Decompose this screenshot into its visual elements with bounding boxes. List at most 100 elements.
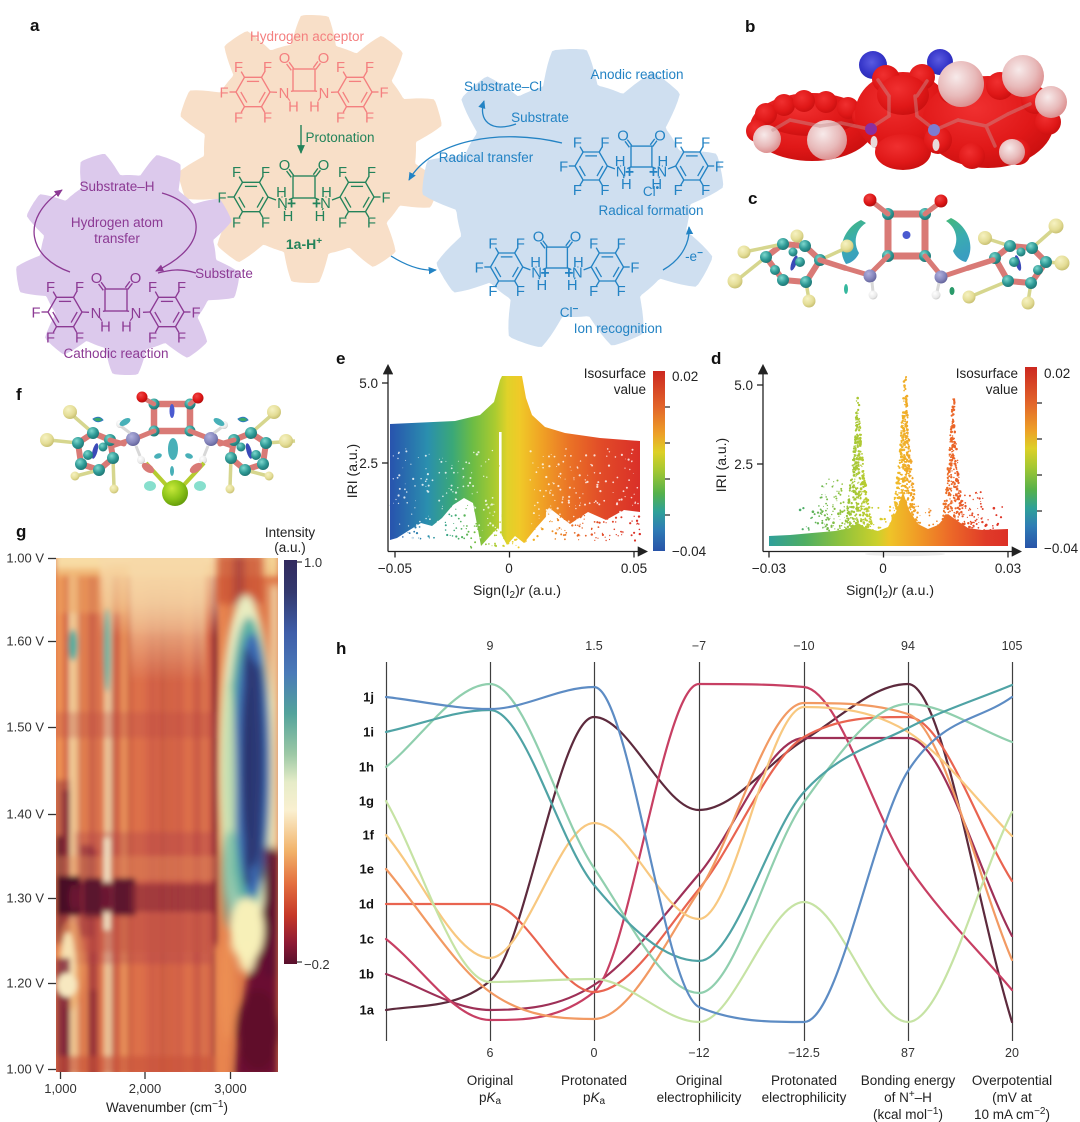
svg-text:N: N (279, 86, 290, 102)
svg-text:O: O (318, 51, 330, 67)
svg-text:F: F (589, 237, 598, 253)
svg-text:1a-H+: 1a-H+ (286, 236, 322, 253)
svg-text:H: H (567, 278, 578, 294)
svg-text:−0.04: −0.04 (672, 544, 707, 559)
svg-text:F: F (516, 284, 525, 300)
svg-text:9: 9 (487, 639, 494, 653)
svg-text:1b: 1b (359, 967, 374, 982)
svg-text:1.30 V: 1.30 V (6, 891, 44, 906)
svg-text:Overpotential: Overpotential (972, 1073, 1052, 1088)
svg-text:O: O (279, 51, 291, 67)
svg-text:N: N (531, 266, 542, 282)
svg-text:transfer: transfer (94, 231, 140, 246)
svg-text:F: F (674, 183, 683, 199)
svg-text:Protonated: Protonated (771, 1073, 837, 1088)
svg-text:d: d (711, 349, 721, 368)
svg-text:Substrate: Substrate (511, 110, 569, 125)
svg-text:Protonation: Protonation (305, 130, 374, 145)
svg-text:0.03: 0.03 (995, 561, 1021, 576)
svg-text:F: F (559, 159, 568, 175)
svg-text:h: h (336, 639, 346, 658)
svg-text:electrophilicity: electrophilicity (762, 1090, 847, 1105)
svg-text:O: O (654, 129, 666, 145)
svg-text:1i: 1i (363, 725, 374, 740)
svg-text:F: F (234, 60, 243, 76)
svg-text:H: H (651, 177, 662, 193)
svg-text:H: H (315, 209, 326, 225)
svg-text:F: F (219, 85, 228, 101)
svg-text:H: H (658, 154, 669, 170)
svg-text:F: F (600, 183, 609, 199)
svg-text:Radical formation: Radical formation (598, 203, 703, 218)
svg-text:2,000: 2,000 (129, 1081, 162, 1096)
svg-text:F: F (488, 237, 497, 253)
svg-text:Original: Original (467, 1073, 514, 1088)
svg-text:O: O (279, 158, 291, 174)
svg-text:+: + (564, 265, 573, 282)
svg-text:value: value (986, 382, 1018, 397)
svg-text:N: N (657, 165, 668, 181)
svg-text:0.02: 0.02 (672, 369, 698, 384)
svg-text:Radical transfer: Radical transfer (439, 150, 534, 165)
svg-text:N: N (277, 196, 288, 212)
svg-text:F: F (232, 165, 241, 181)
svg-text:1.60 V: 1.60 V (6, 634, 44, 649)
svg-text:−0.05: −0.05 (378, 561, 412, 576)
svg-text:1.5: 1.5 (585, 639, 602, 653)
svg-text:O: O (617, 129, 629, 145)
svg-text:F: F (573, 183, 582, 199)
svg-text:F: F (177, 330, 186, 346)
svg-text:Sign(I2)r (a.u.): Sign(I2)r (a.u.) (846, 582, 934, 601)
svg-text:87: 87 (901, 1046, 915, 1060)
svg-text:H: H (321, 185, 332, 201)
svg-text:F: F (488, 284, 497, 300)
svg-text:Wavenumber (cm−1): Wavenumber (cm−1) (106, 1099, 228, 1116)
svg-text:H: H (288, 99, 299, 115)
svg-text:Protonated: Protonated (561, 1073, 627, 1088)
svg-text:F: F (516, 237, 525, 253)
svg-text:IRI (a.u.): IRI (a.u.) (713, 438, 729, 492)
svg-text:1h: 1h (359, 760, 374, 775)
svg-text:F: F (600, 136, 609, 152)
svg-text:a: a (30, 16, 40, 35)
svg-text:F: F (367, 165, 376, 181)
svg-text:1c: 1c (360, 932, 374, 947)
svg-text:F: F (336, 110, 345, 126)
svg-text:F: F (630, 260, 639, 276)
svg-text:(a.u.): (a.u.) (274, 540, 306, 555)
svg-text:Isosurface: Isosurface (956, 366, 1018, 381)
svg-text:F: F (701, 136, 710, 152)
svg-text:H: H (536, 278, 547, 294)
svg-text:94: 94 (901, 639, 915, 653)
svg-text:Hydrogen atom: Hydrogen atom (71, 215, 163, 230)
svg-text:H: H (100, 319, 111, 335)
svg-text:+: + (312, 195, 321, 212)
svg-text:F: F (336, 60, 345, 76)
svg-text:O: O (533, 230, 545, 246)
svg-text:6: 6 (487, 1046, 494, 1060)
svg-text:F: F (177, 280, 186, 296)
svg-text:Cathodic reaction: Cathodic reaction (63, 346, 168, 361)
svg-text:F: F (367, 215, 376, 231)
svg-text:g: g (16, 522, 26, 541)
svg-text:O: O (570, 230, 582, 246)
svg-text:+: + (649, 164, 658, 181)
svg-text:F: F (234, 110, 243, 126)
svg-text:−0.03: −0.03 (752, 561, 786, 576)
svg-text:electrophilicity: electrophilicity (657, 1090, 742, 1105)
svg-text:F: F (31, 305, 40, 321)
svg-text:20: 20 (1005, 1046, 1019, 1060)
svg-text:e: e (336, 349, 345, 368)
svg-text:0: 0 (505, 561, 513, 576)
svg-text:F: F (338, 215, 347, 231)
svg-text:−0.04: −0.04 (1044, 541, 1079, 556)
svg-text:+: + (287, 195, 296, 212)
svg-text:F: F (46, 280, 55, 296)
svg-text:N: N (319, 86, 330, 102)
svg-text:F: F (338, 165, 347, 181)
svg-text:2.5: 2.5 (359, 456, 378, 471)
svg-text:F: F (263, 110, 272, 126)
svg-text:value: value (614, 382, 646, 397)
svg-text:F: F (75, 280, 84, 296)
svg-text:Substrate–H: Substrate–H (79, 179, 154, 194)
